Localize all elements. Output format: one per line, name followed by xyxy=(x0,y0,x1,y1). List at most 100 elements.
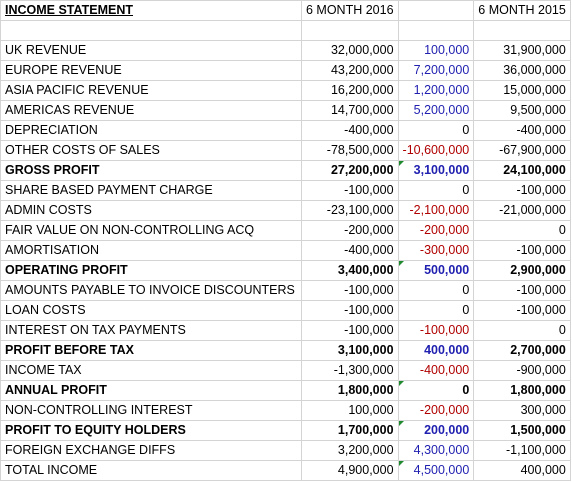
table-row: ANNUAL PROFIT 1,800,000 0 1,800,000 xyxy=(0,380,571,401)
difference-cell[interactable]: 4,300,000 xyxy=(398,440,475,461)
value-2016-cell[interactable]: 1,700,000 xyxy=(301,420,399,441)
empty-cell[interactable] xyxy=(0,20,302,41)
difference-cell[interactable]: 5,200,000 xyxy=(398,100,475,121)
value-2016-cell[interactable]: -1,300,000 xyxy=(301,360,399,381)
income-statement-title-cell[interactable]: INCOME STATEMENT xyxy=(0,0,302,21)
table-row: NON-CONTROLLING INTEREST 100,000 -200,000 3… xyxy=(0,400,571,421)
value-2015-cell[interactable]: 2,700,000 xyxy=(473,340,571,361)
row-label-cell[interactable]: EUROPE REVENUE xyxy=(0,60,302,81)
row-label-cell[interactable]: ASIA PACIFIC REVENUE xyxy=(0,80,302,101)
header-6-month-2016-cell[interactable]: 6 MONTH 2016 xyxy=(301,0,399,21)
value-2015-cell[interactable]: 0 xyxy=(473,320,571,341)
row-label-cell[interactable]: INCOME TAX xyxy=(0,360,302,381)
difference-cell[interactable]: 0 xyxy=(398,280,475,301)
value-2016-cell[interactable]: 3,200,000 xyxy=(301,440,399,461)
row-label-cell[interactable]: OTHER COSTS OF SALES xyxy=(0,140,302,161)
row-label-cell[interactable]: AMERICAS REVENUE xyxy=(0,100,302,121)
difference-cell[interactable]: 0 xyxy=(398,120,475,141)
empty-cell[interactable] xyxy=(473,20,571,41)
value-2015-cell[interactable]: -1,100,000 xyxy=(473,440,571,461)
difference-cell[interactable]: -2,100,000 xyxy=(398,200,475,221)
value-2016-cell[interactable]: -400,000 xyxy=(301,240,399,261)
empty-cell[interactable] xyxy=(301,20,399,41)
difference-cell[interactable]: 3,100,000 xyxy=(398,160,475,181)
difference-cell[interactable]: -200,000 xyxy=(398,220,475,241)
value-2015-cell[interactable]: -100,000 xyxy=(473,180,571,201)
difference-cell[interactable]: 0 xyxy=(398,300,475,321)
value-2015-cell[interactable]: -100,000 xyxy=(473,280,571,301)
row-label-cell[interactable]: INTEREST ON TAX PAYMENTS xyxy=(0,320,302,341)
value-2016-cell[interactable]: -78,500,000 xyxy=(301,140,399,161)
value-2015-cell[interactable]: 300,000 xyxy=(473,400,571,421)
difference-cell[interactable]: -400,000 xyxy=(398,360,475,381)
value-2016-cell[interactable]: 4,900,000 xyxy=(301,460,399,481)
value-2015-cell[interactable]: -21,000,000 xyxy=(473,200,571,221)
row-label-cell[interactable]: OPERATING PROFIT xyxy=(0,260,302,281)
value-2015-cell[interactable]: 31,900,000 xyxy=(473,40,571,61)
value-2016-cell[interactable]: 27,200,000 xyxy=(301,160,399,181)
difference-cell[interactable]: 200,000 xyxy=(398,420,475,441)
row-label-cell[interactable]: ADMIN COSTS xyxy=(0,200,302,221)
value-2016-cell[interactable]: 3,100,000 xyxy=(301,340,399,361)
value-2015-cell[interactable]: 2,900,000 xyxy=(473,260,571,281)
difference-cell[interactable]: 0 xyxy=(398,380,475,401)
difference-cell[interactable]: -200,000 xyxy=(398,400,475,421)
header-6-month-2015-cell[interactable]: 6 MONTH 2015 xyxy=(473,0,571,21)
row-label-cell[interactable]: PROFIT BEFORE TAX xyxy=(0,340,302,361)
row-label-cell[interactable]: GROSS PROFIT xyxy=(0,160,302,181)
row-label-cell[interactable]: NON-CONTROLLING INTEREST xyxy=(0,400,302,421)
row-label-cell[interactable]: TOTAL INCOME xyxy=(0,460,302,481)
difference-cell[interactable]: 100,000 xyxy=(398,40,475,61)
row-label-cell[interactable]: AMORTISATION xyxy=(0,240,302,261)
row-label-cell[interactable]: FOREIGN EXCHANGE DIFFS xyxy=(0,440,302,461)
value-2016-cell[interactable]: 16,200,000 xyxy=(301,80,399,101)
header-difference-cell[interactable] xyxy=(398,0,475,21)
row-label-cell[interactable]: SHARE BASED PAYMENT CHARGE xyxy=(0,180,302,201)
value-2015-cell[interactable]: 1,500,000 xyxy=(473,420,571,441)
row-label-cell[interactable]: FAIR VALUE ON NON-CONTROLLING ACQ xyxy=(0,220,302,241)
value-2015-cell[interactable]: 0 xyxy=(473,220,571,241)
value-2015-cell[interactable]: -100,000 xyxy=(473,240,571,261)
table-row: PROFIT BEFORE TAX 3,100,000 400,000 2,700,0… xyxy=(0,340,571,361)
value-2015-cell[interactable]: 15,000,000 xyxy=(473,80,571,101)
value-2016-cell[interactable]: -100,000 xyxy=(301,320,399,341)
difference-cell[interactable]: 1,200,000 xyxy=(398,80,475,101)
value-2016-cell[interactable]: 43,200,000 xyxy=(301,60,399,81)
row-label-cell[interactable]: UK REVENUE xyxy=(0,40,302,61)
row-label-cell[interactable]: DEPRECIATION xyxy=(0,120,302,141)
value-2015-cell[interactable]: 36,000,000 xyxy=(473,60,571,81)
value-2015-cell[interactable]: -400,000 xyxy=(473,120,571,141)
value-2016-cell[interactable]: 1,800,000 xyxy=(301,380,399,401)
difference-cell[interactable]: 400,000 xyxy=(398,340,475,361)
difference-cell[interactable]: 0 xyxy=(398,180,475,201)
value-2015-cell[interactable]: -67,900,000 xyxy=(473,140,571,161)
difference-cell[interactable]: -100,000 xyxy=(398,320,475,341)
value-2016-cell[interactable]: 14,700,000 xyxy=(301,100,399,121)
difference-cell[interactable]: -300,000 xyxy=(398,240,475,261)
value-2016-cell[interactable]: -100,000 xyxy=(301,180,399,201)
difference-cell[interactable]: 500,000 xyxy=(398,260,475,281)
empty-cell[interactable] xyxy=(398,20,475,41)
value-2016-cell[interactable]: -100,000 xyxy=(301,300,399,321)
row-label-cell[interactable]: ANNUAL PROFIT xyxy=(0,380,302,401)
row-label-cell[interactable]: LOAN COSTS xyxy=(0,300,302,321)
value-2016-cell[interactable]: 32,000,000 xyxy=(301,40,399,61)
value-2016-cell[interactable]: -400,000 xyxy=(301,120,399,141)
value-2015-cell[interactable]: 24,100,000 xyxy=(473,160,571,181)
value-2015-cell[interactable]: -900,000 xyxy=(473,360,571,381)
row-label-cell[interactable]: AMOUNTS PAYABLE TO INVOICE DISCOUNTERS xyxy=(0,280,302,301)
difference-cell[interactable]: -10,600,000 xyxy=(398,140,475,161)
value-2016-cell[interactable]: -200,000 xyxy=(301,220,399,241)
table-row: OTHER COSTS OF SALES -78,500,000 -10,600,0… xyxy=(0,140,571,161)
value-2015-cell[interactable]: -100,000 xyxy=(473,300,571,321)
difference-cell[interactable]: 7,200,000 xyxy=(398,60,475,81)
value-2015-cell[interactable]: 400,000 xyxy=(473,460,571,481)
value-2016-cell[interactable]: 100,000 xyxy=(301,400,399,421)
value-2015-cell[interactable]: 1,800,000 xyxy=(473,380,571,401)
value-2016-cell[interactable]: -100,000 xyxy=(301,280,399,301)
value-2016-cell[interactable]: -23,100,000 xyxy=(301,200,399,221)
value-2015-cell[interactable]: 9,500,000 xyxy=(473,100,571,121)
value-2016-cell[interactable]: 3,400,000 xyxy=(301,260,399,281)
difference-cell[interactable]: 4,500,000 xyxy=(398,460,475,481)
row-label-cell[interactable]: PROFIT TO EQUITY HOLDERS xyxy=(0,420,302,441)
